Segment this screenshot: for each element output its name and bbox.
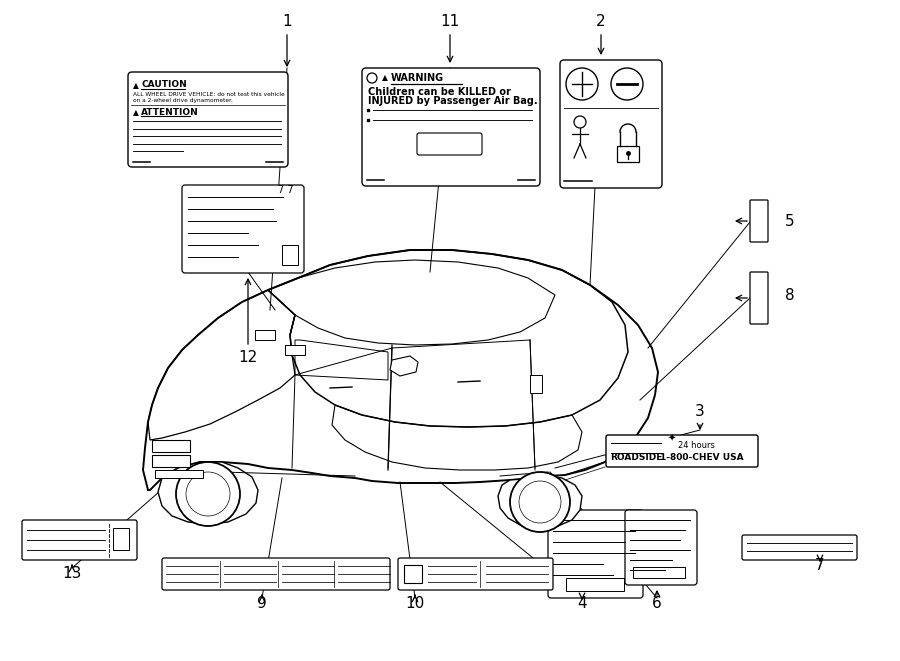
- FancyBboxPatch shape: [625, 510, 697, 585]
- Text: 8: 8: [785, 288, 795, 303]
- Text: CAUTION: CAUTION: [141, 80, 187, 89]
- FancyBboxPatch shape: [750, 272, 768, 324]
- Circle shape: [527, 489, 553, 515]
- Text: WARNING: WARNING: [391, 73, 444, 83]
- Text: 3: 3: [695, 405, 705, 420]
- Bar: [155, 470, 203, 478]
- FancyBboxPatch shape: [22, 520, 137, 560]
- Circle shape: [186, 472, 230, 516]
- Circle shape: [194, 480, 222, 508]
- Circle shape: [510, 472, 570, 532]
- FancyBboxPatch shape: [362, 68, 540, 186]
- Text: 1: 1: [283, 15, 292, 30]
- Text: 1-800-CHEV USA: 1-800-CHEV USA: [660, 453, 743, 462]
- FancyBboxPatch shape: [548, 510, 643, 598]
- FancyBboxPatch shape: [750, 200, 768, 242]
- Bar: [113, 528, 129, 550]
- Bar: [285, 345, 305, 355]
- Bar: [530, 375, 542, 393]
- Bar: [404, 565, 422, 583]
- Text: 24 hours: 24 hours: [678, 441, 715, 450]
- Text: ATTENTION: ATTENTION: [141, 108, 199, 117]
- Circle shape: [176, 462, 240, 526]
- Bar: [633, 567, 685, 578]
- Text: 2: 2: [596, 15, 606, 30]
- FancyBboxPatch shape: [398, 558, 553, 590]
- Bar: [617, 146, 639, 162]
- Text: 4: 4: [577, 596, 587, 611]
- Text: 6: 6: [652, 596, 662, 611]
- Text: ALL WHEEL DRIVE VEHICLE: do not test this vehicle: ALL WHEEL DRIVE VEHICLE: do not test thi…: [133, 92, 284, 97]
- Text: 7: 7: [815, 559, 824, 574]
- Text: INJURED by Passenger Air Bag.: INJURED by Passenger Air Bag.: [368, 96, 537, 106]
- Text: ▲: ▲: [133, 81, 139, 90]
- Text: 11: 11: [440, 15, 460, 30]
- Bar: [566, 578, 624, 591]
- Text: ✦: ✦: [668, 434, 676, 444]
- Text: ▲: ▲: [133, 108, 139, 117]
- Polygon shape: [158, 462, 258, 524]
- FancyBboxPatch shape: [182, 185, 304, 273]
- Text: ▲: ▲: [382, 73, 388, 82]
- Text: ROADSIDE: ROADSIDE: [610, 453, 662, 462]
- Text: 12: 12: [238, 350, 257, 364]
- Circle shape: [519, 481, 561, 523]
- Text: 9: 9: [257, 596, 267, 611]
- Text: 5: 5: [785, 215, 795, 229]
- Bar: [282, 245, 298, 265]
- FancyBboxPatch shape: [606, 435, 758, 467]
- Polygon shape: [498, 476, 582, 528]
- Text: 13: 13: [62, 566, 82, 582]
- FancyBboxPatch shape: [560, 60, 662, 188]
- Bar: [255, 330, 275, 340]
- Text: 7 7: 7 7: [278, 185, 293, 195]
- Polygon shape: [390, 356, 418, 376]
- Text: 10: 10: [405, 596, 425, 611]
- FancyBboxPatch shape: [128, 72, 288, 167]
- Bar: [152, 440, 190, 452]
- FancyBboxPatch shape: [417, 133, 482, 155]
- Text: on a 2-wheel drive dynamometer.: on a 2-wheel drive dynamometer.: [133, 98, 233, 103]
- FancyBboxPatch shape: [162, 558, 390, 590]
- Text: Children can be KILLED or: Children can be KILLED or: [368, 87, 511, 97]
- FancyBboxPatch shape: [742, 535, 857, 560]
- Bar: [152, 455, 190, 467]
